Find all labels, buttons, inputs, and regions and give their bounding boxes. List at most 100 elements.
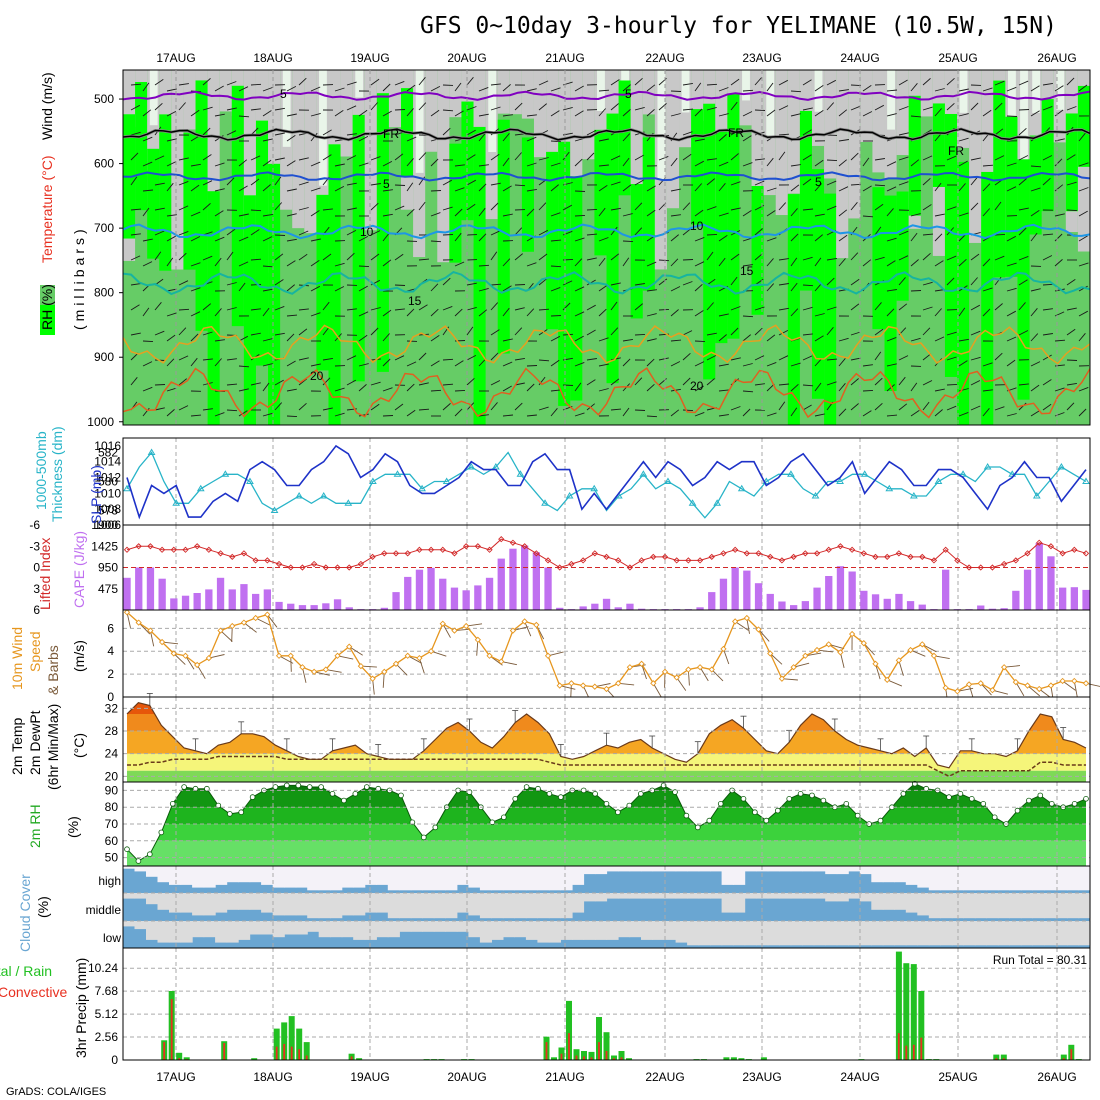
cloud-cell-low xyxy=(986,921,999,946)
rh-point xyxy=(752,809,758,815)
thickness-point xyxy=(393,470,402,477)
surface-wind-barb xyxy=(501,661,517,666)
wind-speed-point xyxy=(451,627,458,634)
bottom-date-label: 20AUG xyxy=(447,1070,486,1084)
upper-wind-barb xyxy=(994,276,1002,286)
wind-speed-point xyxy=(755,626,762,633)
panel-frame xyxy=(122,947,1091,1061)
upper-wind-barb xyxy=(526,308,535,317)
precip-tick-label: 5.12 xyxy=(95,1007,119,1021)
upper-wind-barb xyxy=(1018,255,1029,261)
upper-wind-barb xyxy=(742,162,753,167)
upper-wind-barb xyxy=(226,383,238,386)
thickness-point xyxy=(541,499,549,506)
wind-speed-point xyxy=(439,620,446,627)
upper-wind-barb xyxy=(262,110,272,117)
rh-point xyxy=(295,782,302,789)
upper-wind-barb xyxy=(814,110,824,117)
upper-wind-barb xyxy=(622,257,630,267)
upper-wind-barb xyxy=(142,340,154,343)
thickness-tick-label: 580 xyxy=(98,475,118,489)
rh-tick-label: 90 xyxy=(105,783,119,797)
cloud-cell-high xyxy=(882,866,895,883)
cloud-cell-high xyxy=(721,866,734,885)
precip-total-bar xyxy=(1000,1054,1007,1060)
upper-wind-barb xyxy=(778,105,789,111)
upper-wind-barb xyxy=(970,177,978,186)
upper-wind-barb xyxy=(730,276,738,286)
wind-barbs-layer xyxy=(130,77,1090,418)
upper-wind-barb xyxy=(298,230,309,236)
upper-wind-barb xyxy=(274,332,285,336)
temp-panel-label-b: 2m DewPt xyxy=(27,710,43,775)
contour-label: 15 xyxy=(408,294,422,308)
surface-wind-barb xyxy=(126,612,131,628)
rh-band-dry xyxy=(497,70,511,114)
upper-wind-barb xyxy=(898,79,908,86)
precip-total-bar xyxy=(183,1057,190,1060)
upper-wind-barb xyxy=(154,330,165,336)
upper-wind-barb xyxy=(538,308,550,311)
upper-wind-barb xyxy=(946,277,955,286)
wind-speed-point xyxy=(615,680,622,687)
upper-wind-barb xyxy=(286,260,296,267)
upper-wind-barb xyxy=(1078,187,1089,192)
surface-wind-barb xyxy=(734,621,749,631)
cloud-cell-high xyxy=(422,866,435,891)
upper-wind-barb xyxy=(574,361,585,367)
contour-label: FR xyxy=(948,144,964,158)
rh-band-dry xyxy=(388,70,403,128)
cape-bar xyxy=(1082,589,1090,610)
cloud-cell-low xyxy=(859,921,872,946)
surface-wind-barb xyxy=(442,623,451,638)
upper-wind-barb xyxy=(718,212,729,217)
upper-wind-barb xyxy=(406,182,414,192)
temp-contour-25 xyxy=(123,367,1090,419)
contour-label: FR xyxy=(728,126,744,140)
upper-wind-barb xyxy=(802,79,812,86)
contour-label: 5 xyxy=(625,87,632,101)
lifted-index-point xyxy=(404,550,411,557)
cape-bar xyxy=(521,545,529,610)
precip-total-bar xyxy=(603,1032,610,1060)
top-date-labels: 17AUG 18AUG 19AUG 20AUG 21AUG 22AUG 23AUG 24AUG… xyxy=(156,51,1076,65)
upper-wind-barb xyxy=(598,207,606,217)
upper-wind-barb xyxy=(694,209,704,217)
upper-wind-barb xyxy=(1042,82,1053,86)
upper-wind-barb xyxy=(334,412,345,417)
upper-wind-barb xyxy=(790,383,799,392)
upper-wind-barb xyxy=(802,355,813,361)
rh-point xyxy=(683,812,690,819)
cloud-cell-high xyxy=(157,866,170,883)
lifted-index-point xyxy=(1012,557,1019,564)
upper-wind-barb xyxy=(214,412,225,417)
upper-wind-barb xyxy=(406,136,417,142)
upper-wind-barb xyxy=(898,181,909,186)
cloud-cell-middle xyxy=(733,893,746,913)
upper-wind-barb xyxy=(982,362,993,367)
upper-wind-barb xyxy=(1030,361,1041,367)
upper-wind-barb xyxy=(598,337,609,342)
cloud-cell-low xyxy=(548,921,561,943)
upper-wind-barb xyxy=(574,110,584,117)
surface-wind-barb xyxy=(769,653,783,665)
thickness-point xyxy=(1032,492,1041,499)
upper-wind-barb xyxy=(574,158,583,167)
rh-point xyxy=(546,790,553,797)
upper-wind-barb xyxy=(418,152,427,161)
upper-wind-barb xyxy=(274,279,284,286)
upper-wind-barb xyxy=(166,138,177,142)
cloud-cell-low xyxy=(905,921,918,946)
thickness-point xyxy=(737,484,746,492)
upper-wind-barb xyxy=(346,155,357,161)
lifted-index-point xyxy=(392,550,400,557)
upper-wind-barb xyxy=(862,85,872,92)
upper-wind-barb xyxy=(370,183,381,186)
upper-wind-barb xyxy=(622,338,633,342)
upper-wind-barb xyxy=(634,106,645,111)
upper-wind-barb xyxy=(958,183,966,192)
rh-band-moist xyxy=(1029,135,1043,235)
rh-point xyxy=(227,811,233,817)
upper-wind-barb xyxy=(226,81,237,86)
lifted-index-point xyxy=(147,543,154,550)
